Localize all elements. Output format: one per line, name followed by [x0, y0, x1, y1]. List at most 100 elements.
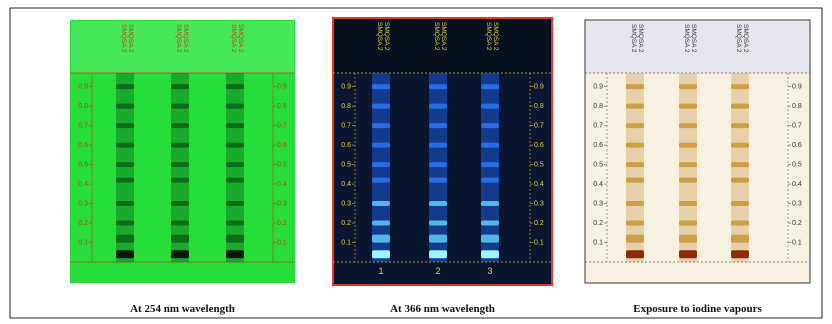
band [731, 178, 749, 183]
band [481, 178, 499, 183]
band [226, 235, 244, 243]
rf-label: 0.6 [78, 142, 88, 149]
rf-label: 0.3 [792, 200, 802, 207]
rf-label: 0.3 [593, 200, 603, 207]
band [481, 123, 499, 128]
rf-label: 0.7 [78, 122, 88, 129]
rf-label: 0.9 [534, 83, 544, 90]
band [679, 235, 697, 243]
band [429, 123, 447, 128]
lane-label: SMQSA 2 [230, 24, 237, 53]
band [226, 123, 244, 128]
rf-label: 0.8 [792, 103, 802, 110]
lane [626, 73, 644, 262]
lane [731, 73, 749, 262]
band [116, 104, 134, 109]
lane [372, 73, 390, 262]
rf-label: 0.8 [78, 103, 88, 110]
lane-label: SMQSA 2 [630, 24, 637, 53]
plate: SMQSA 2SMQSA 21SMQSA 2SMQSA 22SMQSA 2SMQ… [333, 18, 552, 315]
rf-label: 0.4 [78, 181, 88, 188]
band [626, 201, 644, 206]
band [481, 221, 499, 226]
rf-label: 0.5 [593, 161, 603, 168]
band [116, 221, 134, 226]
figure: SMQSA 2SMQSA 2SMQSA 2SMQSA 2SMQSA 2SMQSA… [0, 0, 832, 324]
rf-label: 0.5 [78, 161, 88, 168]
band [372, 84, 390, 89]
rf-label: 0.2 [277, 220, 287, 227]
rf-label: 0.9 [78, 83, 88, 90]
band [679, 162, 697, 167]
lane-label: SMQSA 2 [175, 24, 182, 53]
band [626, 250, 644, 258]
band [116, 235, 134, 243]
band [171, 123, 189, 128]
band [731, 250, 749, 258]
band [116, 250, 134, 258]
rf-label: 0.6 [534, 142, 544, 149]
lane-label: SMQSA 2 [120, 24, 127, 53]
band [626, 162, 644, 167]
band [372, 162, 390, 167]
rf-label: 0.7 [593, 122, 603, 129]
rf-label: 0.9 [593, 83, 603, 90]
band [226, 162, 244, 167]
band [679, 84, 697, 89]
rf-label: 0.5 [534, 161, 544, 168]
band [429, 201, 447, 206]
band [171, 221, 189, 226]
caption: At 254 nm wavelength [130, 303, 235, 315]
band [679, 221, 697, 226]
band [116, 123, 134, 128]
band [481, 143, 499, 148]
rf-label: 0.6 [341, 142, 351, 149]
rf-label: 0.8 [277, 103, 287, 110]
band [679, 143, 697, 148]
lane [171, 73, 189, 262]
lane-label: SMQSA 2 [742, 24, 749, 53]
band [626, 104, 644, 109]
band [171, 235, 189, 243]
rf-label: 0.4 [341, 181, 351, 188]
rf-label: 0.5 [341, 161, 351, 168]
rf-label: 0.1 [593, 239, 603, 246]
rf-label: 0.7 [792, 122, 802, 129]
band [226, 178, 244, 183]
band [372, 221, 390, 226]
band [116, 178, 134, 183]
rf-label: 0.4 [792, 181, 802, 188]
lane [116, 73, 134, 262]
band [226, 84, 244, 89]
rf-label: 0.6 [792, 142, 802, 149]
band [226, 143, 244, 148]
band [481, 250, 499, 258]
band [226, 221, 244, 226]
rf-label: 0.2 [792, 220, 802, 227]
rf-label: 0.7 [534, 122, 544, 129]
rf-label: 0.9 [792, 83, 802, 90]
lane [226, 73, 244, 262]
band [429, 162, 447, 167]
band [679, 201, 697, 206]
band [731, 221, 749, 226]
rf-label: 0.8 [341, 103, 351, 110]
rf-label: 0.8 [534, 103, 544, 110]
band [679, 123, 697, 128]
band [429, 235, 447, 243]
lane-label: SMQSA 2 [127, 24, 134, 53]
band [429, 250, 447, 258]
lane-label: SMQSA 2 [433, 22, 440, 51]
band [429, 84, 447, 89]
band [679, 250, 697, 258]
band [731, 235, 749, 243]
band [429, 178, 447, 183]
lane-number: 3 [487, 266, 492, 276]
rf-label: 0.6 [593, 142, 603, 149]
band [171, 104, 189, 109]
caption: At 366 nm wavelength [390, 303, 495, 315]
lane-label: SMQSA 2 [440, 22, 447, 51]
rf-label: 0.7 [277, 122, 287, 129]
rf-label: 0.1 [792, 239, 802, 246]
